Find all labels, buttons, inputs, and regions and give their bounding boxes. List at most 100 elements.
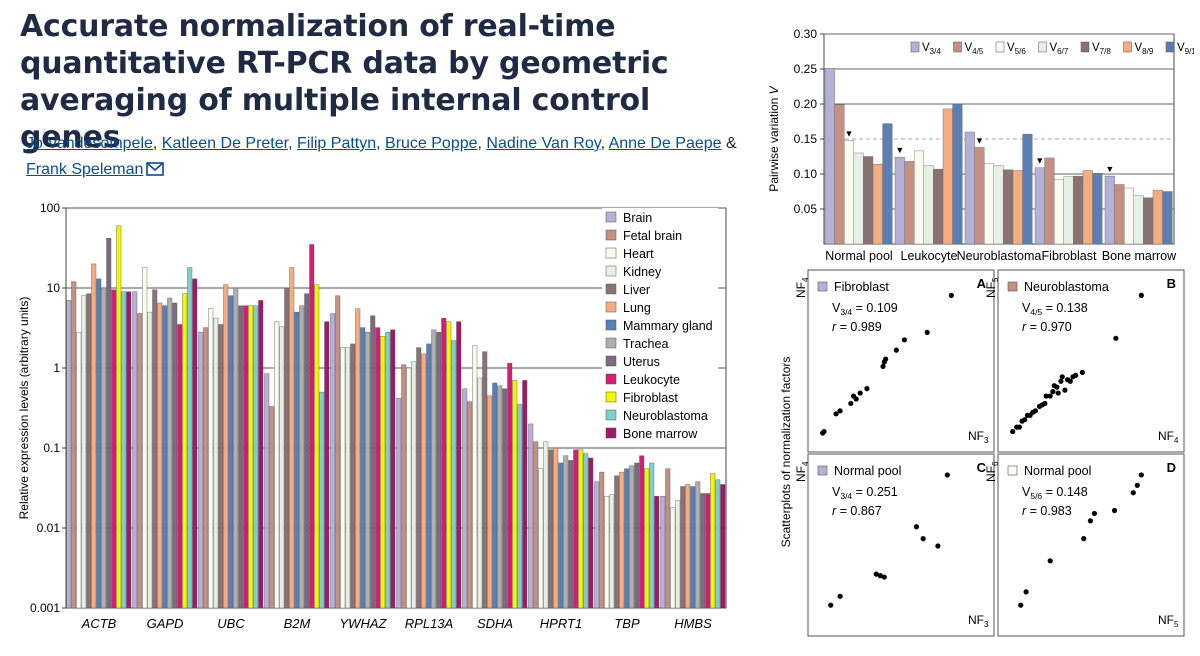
category-label: YWHAZ bbox=[340, 616, 388, 631]
scatter-point bbox=[1047, 393, 1053, 399]
scatter-point bbox=[1054, 384, 1060, 390]
scatter-point bbox=[837, 593, 843, 599]
legend-label: Liver bbox=[623, 283, 650, 297]
bar bbox=[933, 168, 944, 245]
scatter-point bbox=[1062, 387, 1068, 393]
legend-label: V9/10 bbox=[1177, 42, 1194, 56]
bar bbox=[894, 156, 905, 245]
bar bbox=[548, 449, 554, 609]
author-link[interactable]: Jo Vandesompele bbox=[26, 135, 153, 152]
bar bbox=[182, 293, 188, 609]
bar bbox=[1054, 179, 1065, 245]
legend-swatch bbox=[605, 427, 617, 439]
author-link[interactable]: Anne De Paepe bbox=[608, 135, 722, 152]
bar bbox=[198, 332, 204, 609]
x-nf-label: NF5 bbox=[1158, 613, 1179, 629]
author-link[interactable]: Bruce Poppe bbox=[385, 135, 478, 152]
bar bbox=[269, 406, 275, 609]
r-value: r = 0.970 bbox=[1022, 320, 1072, 334]
legend-swatch bbox=[1007, 281, 1018, 292]
scatter-point bbox=[1058, 378, 1064, 384]
bar bbox=[983, 163, 994, 245]
scatter-point bbox=[1043, 393, 1049, 399]
bar bbox=[441, 317, 447, 609]
category-label: HMBS bbox=[674, 616, 712, 631]
legend-label: Lung bbox=[623, 301, 651, 315]
bar bbox=[274, 321, 280, 609]
bar bbox=[111, 289, 117, 609]
bar bbox=[578, 449, 584, 609]
bar bbox=[553, 447, 559, 609]
bar bbox=[517, 404, 523, 609]
bar bbox=[304, 293, 310, 609]
bar bbox=[528, 423, 534, 609]
bar bbox=[132, 291, 138, 609]
scatter-point bbox=[1016, 424, 1022, 430]
scatter-point bbox=[848, 400, 854, 407]
legend-swatch bbox=[605, 391, 617, 403]
bar bbox=[147, 311, 153, 609]
legend-swatch bbox=[1123, 41, 1132, 53]
y-tick-label: 0.10 bbox=[794, 167, 818, 181]
legend-swatch bbox=[605, 247, 617, 259]
scatter-point bbox=[1081, 536, 1087, 542]
bar bbox=[568, 460, 574, 609]
bar bbox=[654, 495, 660, 609]
bar bbox=[213, 317, 219, 609]
bar bbox=[390, 329, 396, 609]
bar bbox=[599, 471, 605, 609]
bar bbox=[1152, 189, 1163, 245]
author-link[interactable]: Frank Speleman bbox=[26, 161, 144, 178]
bar bbox=[91, 263, 97, 609]
category-label: Bone marrow bbox=[1102, 249, 1177, 263]
bar bbox=[538, 468, 544, 609]
author-link[interactable]: Katleen De Preter bbox=[161, 135, 289, 152]
category-label: HPRT1 bbox=[540, 616, 582, 631]
bar bbox=[177, 324, 183, 609]
bar bbox=[1063, 176, 1074, 245]
bar bbox=[952, 103, 963, 245]
category-label: RPL13A bbox=[405, 616, 453, 631]
r-value: r = 0.989 bbox=[832, 320, 882, 334]
scatter-point bbox=[821, 428, 827, 435]
legend-label: Leukocyte bbox=[623, 373, 680, 387]
panel-frame bbox=[997, 453, 1185, 637]
scatter-panel: D NF6 NF5 Normal pool V5/6 = 0.148 r = 0.983 bbox=[984, 453, 1185, 637]
category-label: Fibroblast bbox=[1042, 249, 1097, 263]
bar bbox=[106, 237, 112, 609]
bar bbox=[882, 123, 893, 245]
author-link[interactable]: Filip Pattyn bbox=[296, 135, 377, 152]
scatter-point bbox=[1055, 390, 1061, 396]
bar bbox=[223, 284, 229, 609]
bar bbox=[335, 295, 341, 609]
bar bbox=[233, 287, 239, 609]
scatter-point bbox=[1047, 558, 1053, 564]
author-link[interactable]: Nadine Van Roy bbox=[486, 135, 601, 152]
scatter-point bbox=[1023, 589, 1029, 595]
bar bbox=[299, 305, 305, 609]
selection-marker: ▼ bbox=[1035, 156, 1044, 166]
bar bbox=[1104, 175, 1115, 245]
bar bbox=[253, 305, 259, 609]
legend-swatch bbox=[1080, 41, 1090, 53]
bar bbox=[1143, 197, 1154, 245]
y-nf-label: NF4 bbox=[794, 277, 810, 298]
legend-label: Heart bbox=[623, 247, 654, 261]
legend-swatch bbox=[817, 465, 828, 476]
legend-swatch bbox=[605, 337, 617, 349]
envelope-icon[interactable] bbox=[146, 162, 165, 176]
legend-swatch bbox=[1165, 41, 1175, 53]
bar bbox=[974, 147, 985, 245]
legend-swatch bbox=[995, 41, 1005, 53]
bar bbox=[96, 278, 102, 609]
scatter-point bbox=[837, 408, 843, 414]
bar bbox=[187, 267, 193, 609]
bar bbox=[192, 278, 198, 609]
bar bbox=[76, 332, 82, 609]
envelope-body bbox=[146, 162, 165, 176]
bar bbox=[710, 473, 716, 609]
bar bbox=[1034, 167, 1045, 245]
y-tick-label: 100 bbox=[40, 201, 60, 215]
scatter-point bbox=[1018, 602, 1024, 608]
y-axis-label: Scatterplots of normalization factors bbox=[779, 357, 793, 548]
